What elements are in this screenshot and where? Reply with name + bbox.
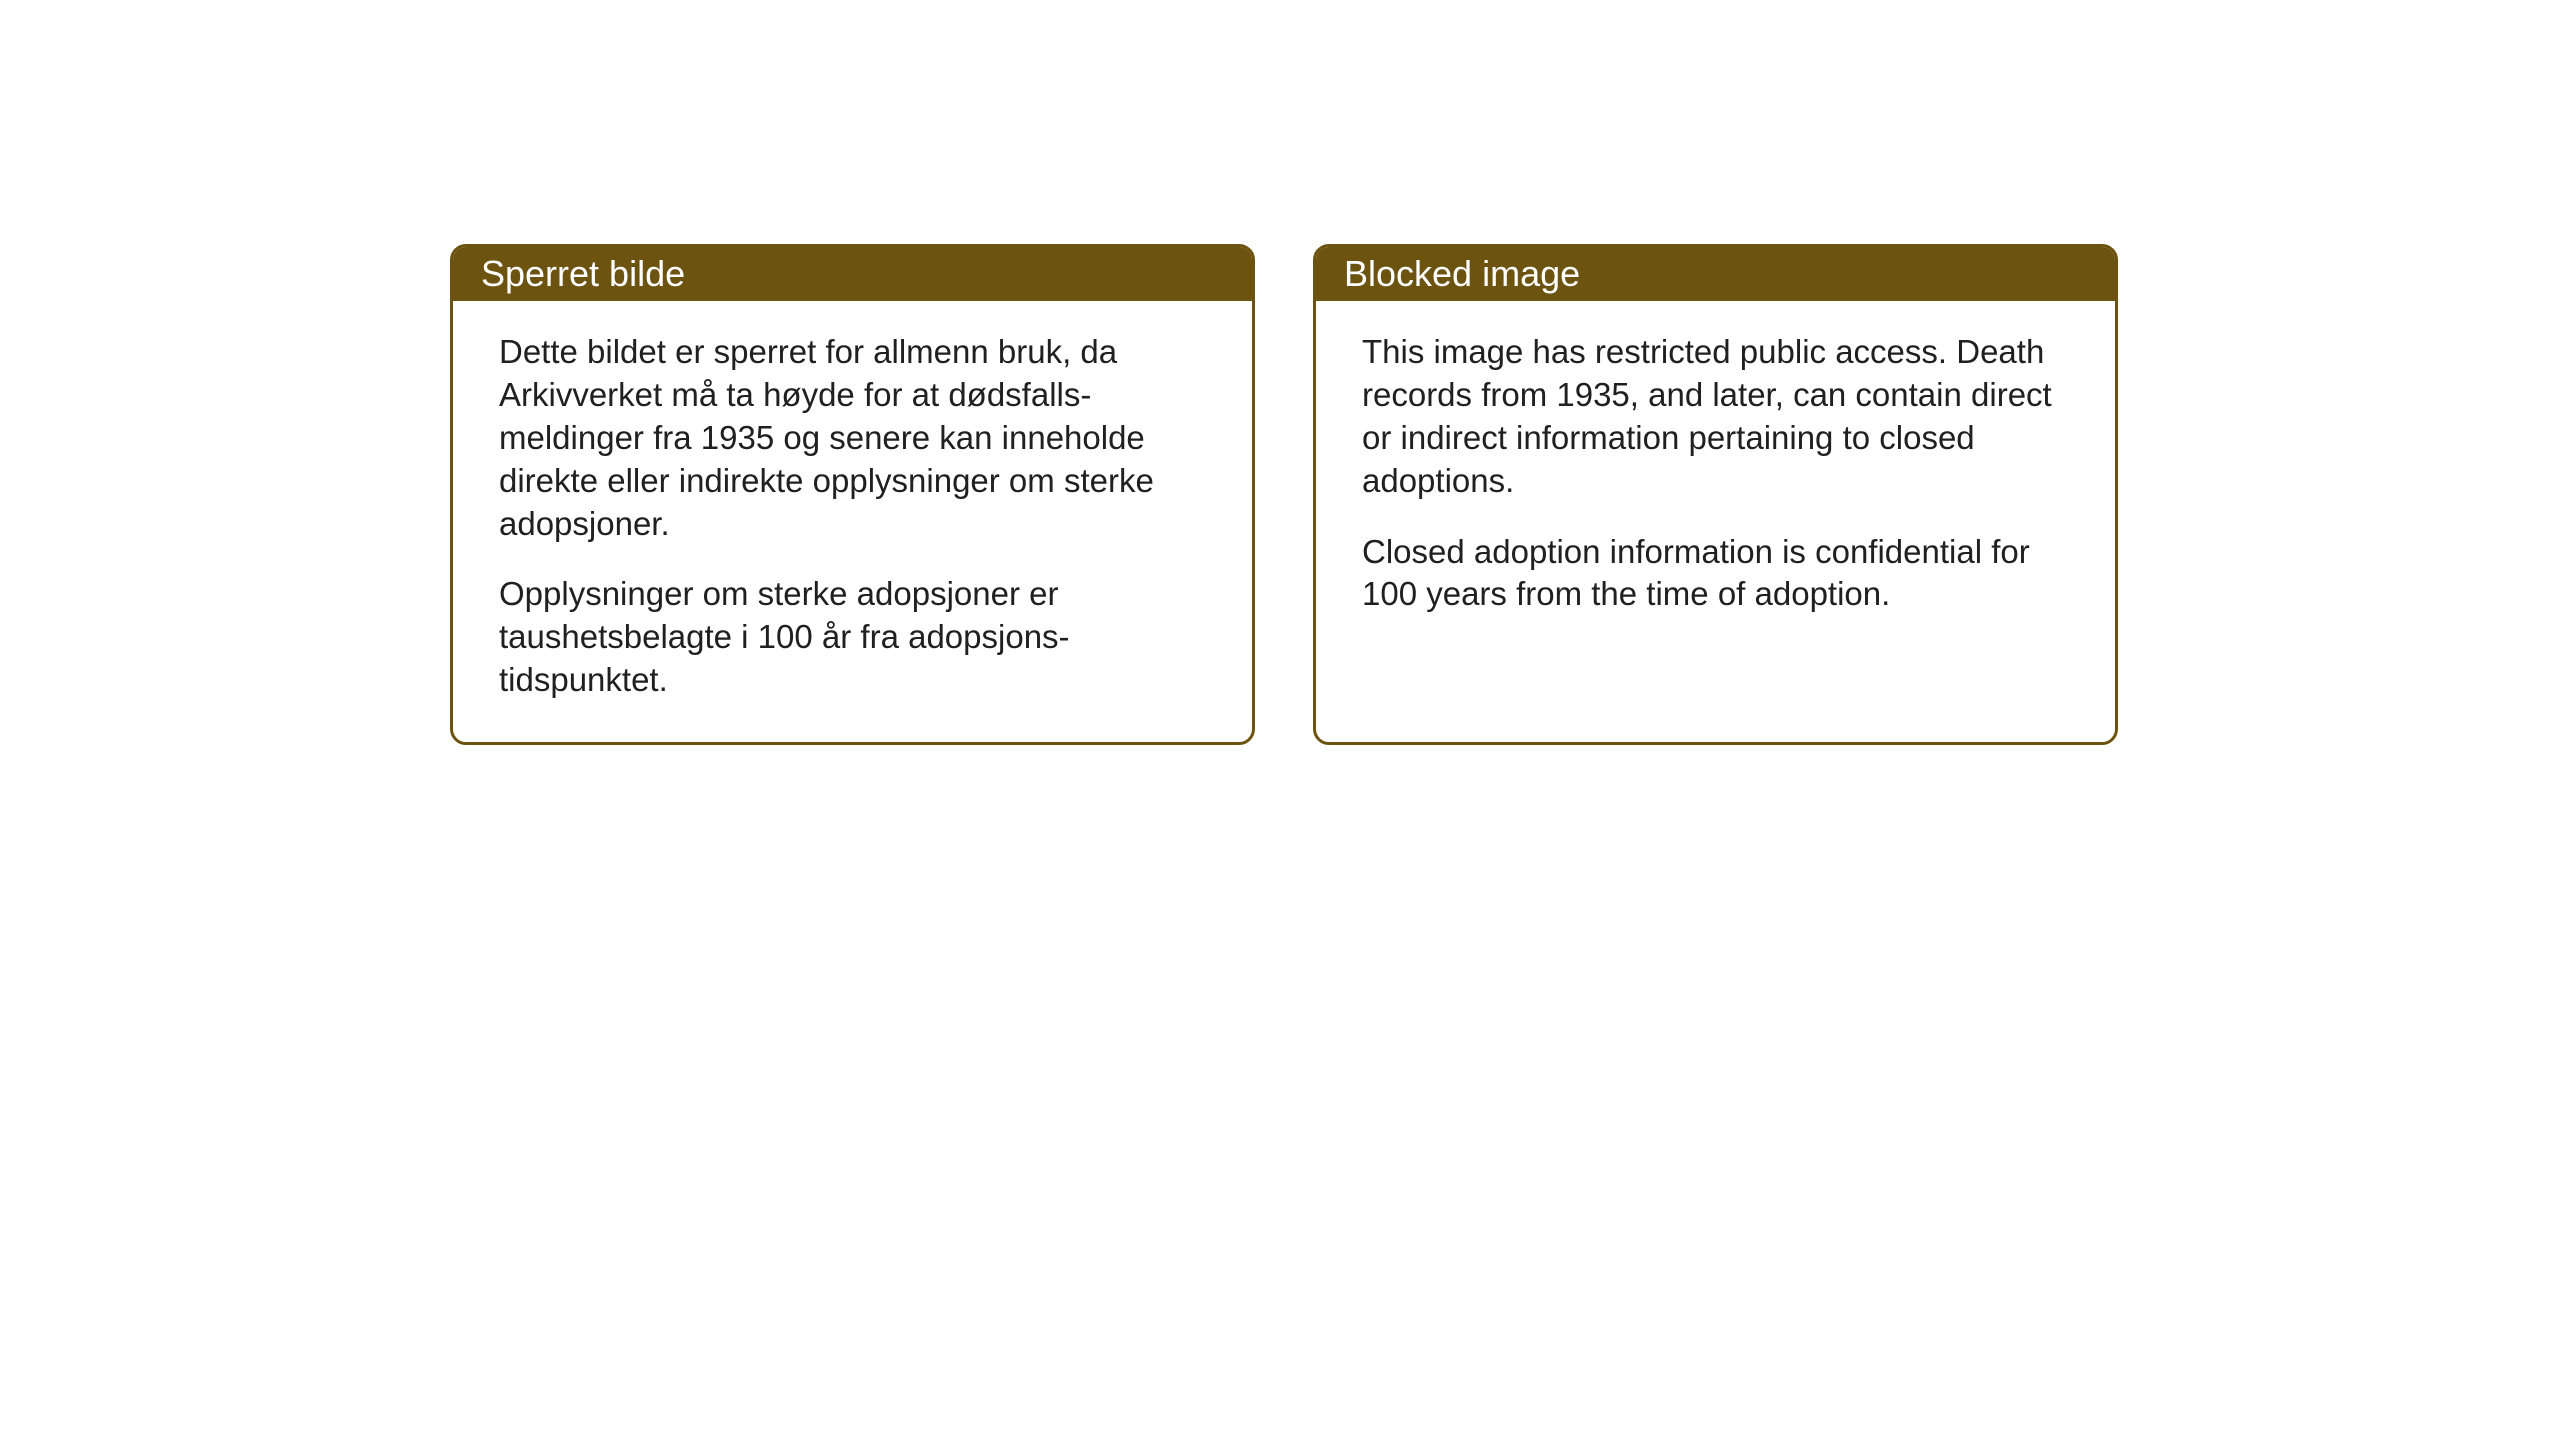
english-notice-card: Blocked image This image has restricted … <box>1313 244 2118 745</box>
english-card-header: Blocked image <box>1316 247 2115 301</box>
norwegian-notice-card: Sperret bilde Dette bildet er sperret fo… <box>450 244 1255 745</box>
english-title: Blocked image <box>1344 253 1580 294</box>
norwegian-paragraph-1: Dette bildet er sperret for allmenn bruk… <box>499 331 1206 545</box>
norwegian-card-body: Dette bildet er sperret for allmenn bruk… <box>453 301 1252 742</box>
english-paragraph-1: This image has restricted public access.… <box>1362 331 2069 503</box>
norwegian-card-header: Sperret bilde <box>453 247 1252 301</box>
english-paragraph-2: Closed adoption information is confident… <box>1362 531 2069 617</box>
norwegian-title: Sperret bilde <box>481 253 685 294</box>
notice-container: Sperret bilde Dette bildet er sperret fo… <box>450 244 2118 745</box>
norwegian-paragraph-2: Opplysninger om sterke adopsjoner er tau… <box>499 573 1206 702</box>
english-card-body: This image has restricted public access.… <box>1316 301 2115 656</box>
